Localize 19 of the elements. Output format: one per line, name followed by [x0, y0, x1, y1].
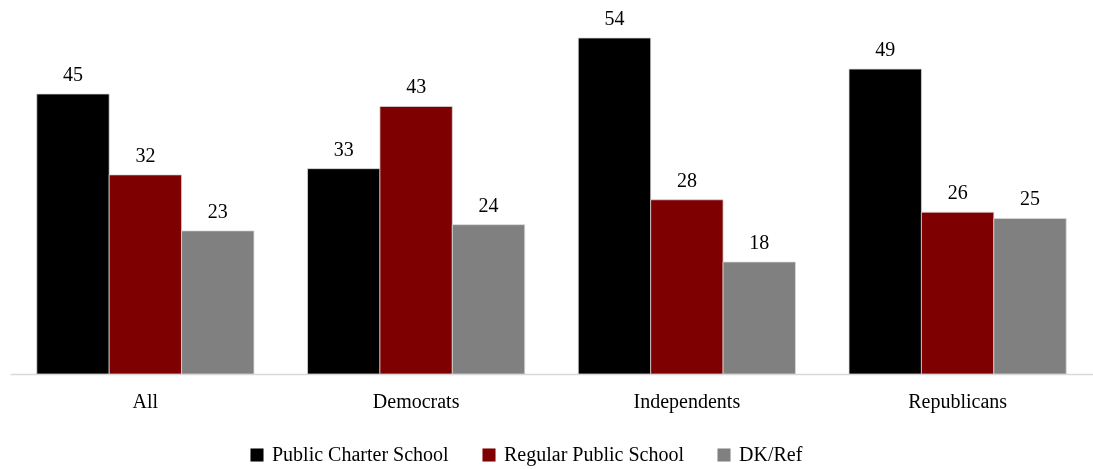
- data-label: 18: [749, 231, 770, 253]
- data-label: 49: [875, 38, 896, 61]
- data-label: 54: [604, 7, 625, 29]
- data-label: 25: [1020, 187, 1041, 210]
- x-tick-label: Independents: [633, 389, 741, 413]
- data-label: 24: [478, 193, 499, 216]
- data-label: 26: [947, 181, 968, 204]
- data-label: 45: [62, 63, 83, 85]
- legend-label: DK/Ref: [739, 443, 803, 465]
- x-tick-label: All: [132, 389, 159, 412]
- legend-label: Public Charter School: [272, 443, 450, 465]
- x-tick-label: Republicans: [908, 389, 1008, 413]
- x-tick-label: Democrats: [372, 389, 460, 412]
- data-label: 23: [207, 199, 228, 222]
- data-label: 32: [135, 143, 156, 166]
- legend-label: Regular Public School: [504, 443, 685, 466]
- data-label: 28: [676, 168, 697, 191]
- data-label: 43: [406, 75, 427, 98]
- data-label: 33: [333, 137, 354, 160]
